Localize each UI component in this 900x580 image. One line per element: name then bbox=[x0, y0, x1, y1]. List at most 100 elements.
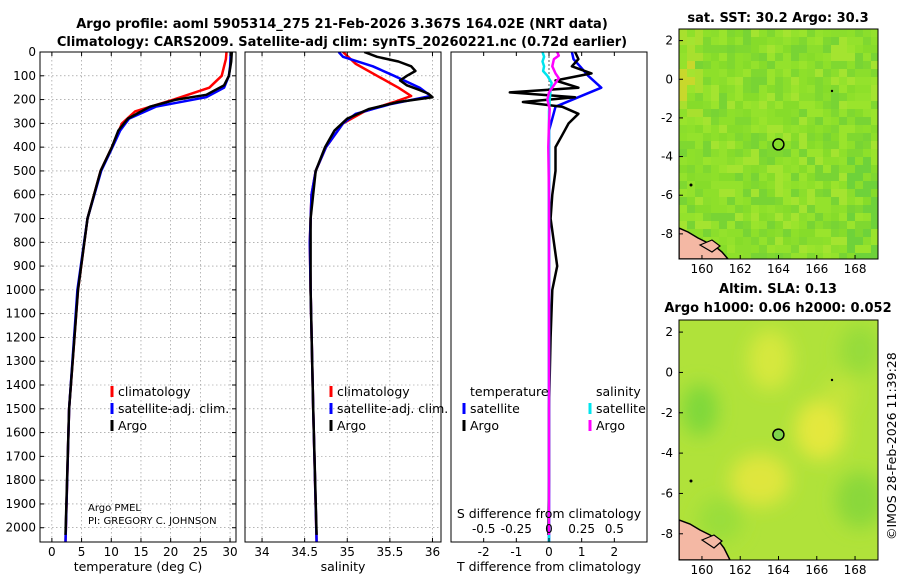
sst-cell bbox=[863, 237, 871, 245]
sst-cell bbox=[831, 101, 839, 109]
temperature-axes-frame bbox=[39, 51, 237, 543]
sst-cell bbox=[831, 53, 839, 61]
sst-cell bbox=[743, 253, 751, 259]
sst-cell bbox=[863, 109, 871, 117]
sst-cell bbox=[703, 101, 711, 109]
sst-cell bbox=[823, 117, 831, 125]
sst-cell bbox=[687, 149, 695, 157]
sst-cell bbox=[863, 197, 871, 205]
sst-cell bbox=[783, 245, 791, 253]
sst-cell bbox=[807, 69, 815, 77]
sst-cell bbox=[855, 157, 863, 165]
sst-cell bbox=[695, 189, 703, 197]
x-tick-label: 5 bbox=[78, 545, 86, 559]
sst-cell bbox=[759, 165, 767, 173]
sst-cell bbox=[735, 237, 743, 245]
sst-cell bbox=[807, 53, 815, 61]
sst-cell bbox=[735, 181, 743, 189]
sst-cell bbox=[815, 45, 823, 53]
sst-cell bbox=[799, 29, 807, 37]
sst-cell bbox=[703, 205, 711, 213]
sst-cell bbox=[727, 213, 735, 221]
sst-cell bbox=[719, 141, 727, 149]
sst-cell bbox=[743, 109, 751, 117]
sst-cell bbox=[823, 173, 831, 181]
sst-cell bbox=[735, 85, 743, 93]
sst-cell bbox=[799, 109, 807, 117]
sst-cell bbox=[855, 221, 863, 229]
sst-cell bbox=[783, 53, 791, 61]
depth-tick-label: 1700 bbox=[5, 449, 36, 463]
sst-cell bbox=[775, 205, 783, 213]
sst-cell bbox=[847, 117, 855, 125]
sst-cell bbox=[839, 197, 847, 205]
sst-cell bbox=[679, 149, 687, 157]
sst-cell bbox=[767, 221, 775, 229]
sst-cell bbox=[783, 101, 791, 109]
sst-cell bbox=[687, 189, 695, 197]
x-tick-label: 34.5 bbox=[291, 545, 318, 559]
sst-cell bbox=[791, 61, 799, 69]
sst-cell bbox=[695, 45, 703, 53]
sla-map-blobs bbox=[682, 325, 878, 542]
sst-cell bbox=[735, 253, 743, 259]
sst-cell bbox=[791, 213, 799, 221]
sst-cell bbox=[735, 165, 743, 173]
sst-cell bbox=[791, 29, 799, 37]
sst-cell bbox=[847, 165, 855, 173]
difference-panel: -2 -1 0 1 2 -0.5 -0.25 0 0.25 0.5 S difference f… bbox=[450, 51, 648, 574]
sst-cell bbox=[871, 253, 878, 259]
sst-cell bbox=[719, 109, 727, 117]
x-tick-label: 30 bbox=[222, 545, 237, 559]
sst-cell bbox=[799, 117, 807, 125]
sst-cell bbox=[759, 69, 767, 77]
sst-cell bbox=[839, 37, 847, 45]
sst-cell bbox=[847, 205, 855, 213]
sst-cell bbox=[863, 85, 871, 93]
sst-cell bbox=[871, 93, 878, 101]
sst-cell bbox=[783, 109, 791, 117]
sst-cell bbox=[767, 53, 775, 61]
sst-cell bbox=[735, 29, 743, 37]
sst-cell bbox=[783, 181, 791, 189]
sst-cell bbox=[719, 77, 727, 85]
sst-cell bbox=[799, 85, 807, 93]
sla-map-image bbox=[679, 320, 878, 560]
sst-cell bbox=[727, 189, 735, 197]
sst-argo-marker bbox=[772, 138, 785, 151]
sla-blob-6 bbox=[836, 472, 878, 528]
sst-cell bbox=[855, 205, 863, 213]
sst-cell bbox=[871, 213, 878, 221]
sst-cell bbox=[791, 245, 799, 253]
sst-cell bbox=[807, 149, 815, 157]
sst-map-lat-ticks: 2 0 -2 -4 -6 -8 bbox=[661, 34, 683, 241]
sst-cell bbox=[839, 229, 847, 237]
sst-cell bbox=[743, 245, 751, 253]
sst-cell bbox=[719, 221, 727, 229]
sst-cell bbox=[783, 197, 791, 205]
sla-blob-1 bbox=[682, 384, 718, 436]
sst-cell bbox=[831, 213, 839, 221]
sst-cell bbox=[871, 29, 878, 37]
sst-cell bbox=[791, 149, 799, 157]
salinity-legend: climatology satellite-adj. clim. Argo bbox=[329, 384, 448, 433]
sst-cell bbox=[815, 109, 823, 117]
sst-cell bbox=[839, 77, 847, 85]
sst-cell bbox=[743, 125, 751, 133]
sst-cell bbox=[743, 29, 751, 37]
sst-cell bbox=[815, 173, 823, 181]
sst-cell bbox=[735, 77, 743, 85]
sst-cell bbox=[711, 101, 719, 109]
sst-cell bbox=[759, 205, 767, 213]
sst-cell bbox=[783, 221, 791, 229]
lat-tick-label: 0 bbox=[665, 365, 673, 379]
sst-cell bbox=[863, 61, 871, 69]
sst-cell bbox=[727, 245, 735, 253]
sst-cell bbox=[695, 205, 703, 213]
sst-cell bbox=[791, 157, 799, 165]
depth-tick-label: 1600 bbox=[5, 426, 36, 440]
sst-cell bbox=[799, 157, 807, 165]
sst-cell bbox=[695, 69, 703, 77]
sst-cell bbox=[695, 109, 703, 117]
sst-cell bbox=[751, 197, 759, 205]
